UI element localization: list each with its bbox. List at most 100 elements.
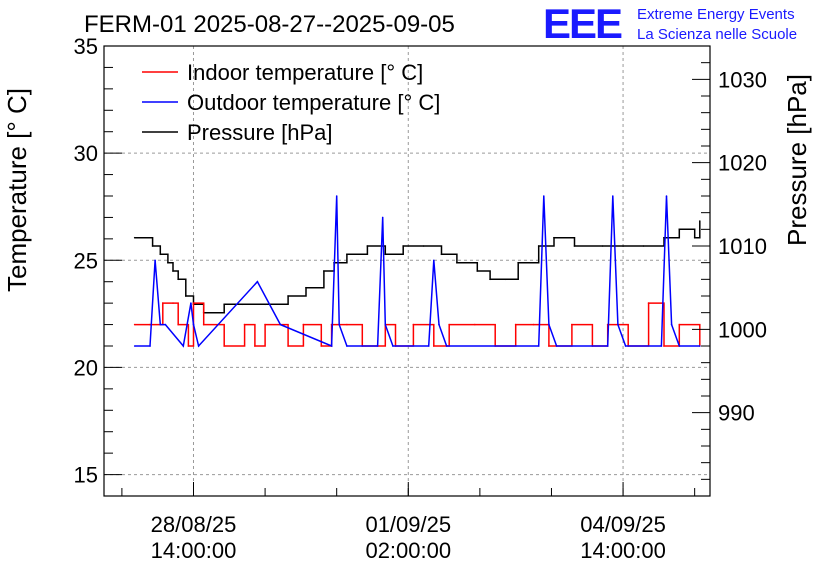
data-point [571, 323, 573, 326]
data-point [670, 323, 673, 326]
data-point [162, 302, 164, 304]
data-point [192, 302, 195, 304]
x-tick-date: 04/09/25 [580, 512, 666, 537]
eee-logo: EEE Extreme Energy Events La Scienza nel… [543, 0, 797, 47]
eee-logo-line2: La Scienza nelle Scuole [637, 26, 797, 43]
data-point [476, 270, 479, 272]
data-point [699, 220, 701, 222]
data-point [190, 302, 192, 304]
data-point [548, 323, 550, 326]
data-point [517, 261, 519, 264]
x-tick-date: 28/08/25 [151, 512, 237, 537]
data-point [514, 323, 517, 326]
ticks [104, 45, 710, 497]
data-point [177, 323, 179, 326]
data-point [489, 278, 491, 281]
data-point [448, 323, 451, 326]
data-point [287, 345, 289, 347]
data-point [151, 245, 154, 247]
data-point [647, 302, 650, 304]
data-point [532, 323, 535, 326]
data-point [606, 345, 609, 347]
plot-frame [103, 45, 711, 497]
data-point [133, 345, 136, 347]
data-point [182, 345, 185, 347]
data-point [202, 323, 205, 326]
data-point [243, 323, 246, 326]
chart-title: FERM-01 2025-08-27--2025-09-05 [84, 11, 455, 38]
data-point [427, 345, 430, 347]
left-tick-label: 30 [74, 141, 98, 166]
data-point [384, 323, 387, 326]
data-point [164, 323, 167, 326]
data-point [346, 323, 348, 326]
series-line-2 [134, 195, 700, 348]
right-tick-label: 1010 [718, 234, 767, 259]
data-point [172, 302, 174, 304]
data-point [663, 345, 665, 347]
legend-entry: Outdoor temperature [° C] [187, 90, 440, 115]
data-point [302, 323, 305, 326]
data-point [287, 295, 289, 297]
x-tick-date: 01/09/25 [365, 512, 451, 537]
series-line-3 [134, 221, 701, 314]
data-point [185, 295, 187, 297]
left-tick-label: 35 [74, 34, 98, 59]
data-point [665, 195, 668, 197]
data-point [612, 195, 614, 197]
data-point [159, 323, 162, 326]
data-point [133, 236, 136, 239]
data-point [402, 245, 405, 247]
data-point [133, 323, 136, 326]
data-point [241, 303, 243, 306]
data-point [346, 253, 348, 256]
data-point [305, 286, 307, 289]
data-point [264, 303, 266, 306]
data-point [335, 195, 338, 197]
data-point [537, 345, 540, 347]
data-point [167, 261, 169, 264]
series-line-1 [134, 302, 701, 347]
data-point [678, 228, 681, 231]
data-point [433, 259, 435, 262]
data-point [412, 323, 415, 326]
x-tick-time: 02:00:00 [365, 538, 451, 563]
data-point [159, 253, 162, 256]
data-point [254, 345, 256, 347]
data-point [197, 345, 200, 347]
x-tick-time: 14:00:00 [580, 538, 666, 563]
legend-entry: Pressure [hPa] [187, 120, 333, 145]
right-tick-label: 1000 [718, 317, 767, 342]
data-point [366, 245, 369, 247]
data-point [154, 259, 156, 262]
right-tick-label: 990 [718, 401, 755, 426]
data-point [279, 323, 282, 326]
data-point [573, 245, 576, 247]
data-point [256, 280, 259, 283]
data-point [346, 345, 348, 347]
data-point [323, 270, 325, 272]
left-tick-label: 25 [74, 248, 98, 273]
data-point [699, 345, 701, 347]
data-point [678, 345, 681, 347]
legend: Indoor temperature [° C] Outdoor temperat… [142, 60, 440, 145]
data-point [642, 245, 645, 247]
data-point [433, 345, 435, 347]
data-point [504, 278, 507, 281]
data-point [223, 303, 225, 306]
data-point [553, 236, 555, 239]
data-point [338, 323, 341, 326]
data-point [555, 345, 558, 347]
data-point [422, 245, 425, 247]
data-point [149, 323, 151, 326]
eee-logo-line1: Extreme Energy Events [637, 6, 795, 23]
data-point [330, 345, 333, 347]
data-point [172, 270, 174, 272]
data-point [192, 323, 195, 326]
data-point [678, 323, 681, 326]
data-point [223, 345, 225, 347]
y-axis-right-title: Pressure [hPa] [782, 74, 812, 246]
data-point [438, 323, 440, 326]
x-tick-time: 14:00:00 [151, 538, 237, 563]
data-point [445, 345, 448, 347]
